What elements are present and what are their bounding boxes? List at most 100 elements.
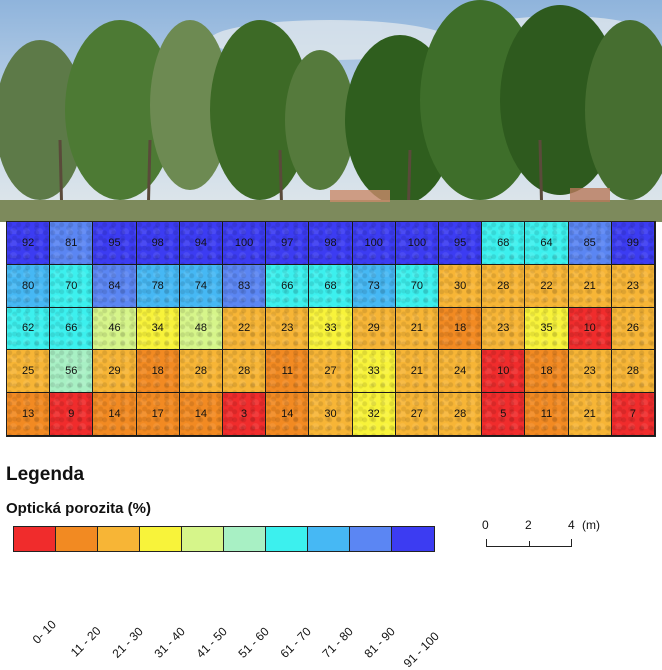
grid-cell: 21	[395, 307, 439, 351]
grid-cell: 25	[7, 350, 51, 394]
grid-cell: 100	[352, 222, 396, 265]
scale-tick-2: 2	[525, 518, 532, 532]
legend-swatch	[56, 527, 98, 551]
legend-swatch	[266, 527, 308, 551]
legend-swatch	[98, 527, 140, 551]
scale-mid-tick	[529, 541, 530, 547]
grid-cell: 32	[352, 393, 396, 436]
grid-cell: 14	[179, 393, 223, 436]
legend-range-label: 41 - 50	[193, 624, 230, 661]
grid-cell: 3	[223, 393, 267, 436]
grid-cell: 48	[179, 307, 223, 351]
grid-cell: 21	[395, 350, 439, 394]
grid-cell: 7	[611, 393, 655, 436]
grid-cell: 97	[266, 222, 310, 265]
legend-range-label: 61 - 70	[277, 624, 314, 661]
grid-cell: 10	[568, 307, 612, 351]
legend-swatch	[392, 527, 434, 551]
grid-cell: 99	[611, 222, 655, 265]
grid-cell: 34	[136, 307, 180, 351]
grid-cell: 95	[439, 222, 483, 265]
grid-cell: 73	[352, 264, 396, 308]
grid-cell: 26	[611, 307, 655, 351]
grid-cell: 23	[266, 307, 310, 351]
grid-cell: 28	[611, 350, 655, 394]
grid-cell: 33	[309, 307, 353, 351]
grid-cell: 28	[179, 350, 223, 394]
tree-canopy	[0, 0, 662, 205]
grid-cell: 98	[309, 222, 353, 265]
grid-cell: 84	[93, 264, 137, 308]
legend-swatch	[140, 527, 182, 551]
grid-cell: 30	[309, 393, 353, 436]
legend-subtitle: Optická porozita (%)	[6, 500, 152, 517]
grid-cell: 28	[439, 393, 483, 436]
legend-range-label: 71 - 80	[319, 624, 356, 661]
grid-cell: 80	[7, 264, 51, 308]
grid-cell: 21	[568, 264, 612, 308]
grid-cell: 24	[439, 350, 483, 394]
grid-cell: 30	[439, 264, 483, 308]
legend-range-label: 81 - 90	[361, 624, 398, 661]
grid-cell: 94	[179, 222, 223, 265]
grid-cell: 28	[482, 264, 526, 308]
grid-cell: 11	[525, 393, 569, 436]
scale-tick-0: 0	[482, 518, 489, 532]
grid-cell: 22	[223, 307, 267, 351]
scale-unit: (m)	[582, 518, 600, 532]
legend-range-label: 21 - 30	[109, 624, 146, 661]
legend-swatch	[308, 527, 350, 551]
grid-cell: 66	[266, 264, 310, 308]
grid-cell: 18	[439, 307, 483, 351]
grid-cell: 68	[482, 222, 526, 265]
grid-cell: 64	[525, 222, 569, 265]
grid-cell: 23	[482, 307, 526, 351]
grid-cell: 35	[525, 307, 569, 351]
scale-bar: 0 2 4 (m)	[482, 518, 600, 558]
grid-cell: 18	[136, 350, 180, 394]
legend-swatch	[350, 527, 392, 551]
grid-cell: 29	[352, 307, 396, 351]
grid-cell: 21	[568, 393, 612, 436]
grid-cell: 78	[136, 264, 180, 308]
grid-cell: 85	[568, 222, 612, 265]
grid-cell: 5	[482, 393, 526, 436]
grid-cell: 62	[7, 307, 51, 351]
grid-cell: 22	[525, 264, 569, 308]
grid-cell: 14	[266, 393, 310, 436]
grid-cell: 33	[352, 350, 396, 394]
grid-cell: 66	[50, 307, 94, 351]
grid-cell: 56	[50, 350, 94, 394]
grid-cell: 95	[93, 222, 137, 265]
grid-cell: 14	[93, 393, 137, 436]
grid-cell: 98	[136, 222, 180, 265]
grid-cell: 46	[93, 307, 137, 351]
grid-cell: 10	[482, 350, 526, 394]
grid-cell: 70	[50, 264, 94, 308]
grid-cell: 27	[395, 393, 439, 436]
grid-cell: 13	[7, 393, 51, 436]
grid-cell: 100	[395, 222, 439, 265]
legend-range-label: 0- 10	[29, 617, 59, 647]
scale-tick-4: 4	[568, 518, 575, 532]
grid-cell: 9	[50, 393, 94, 436]
legend-swatch	[14, 527, 56, 551]
legend-range-label: 91 - 100	[400, 629, 442, 670]
grid-cell: 27	[309, 350, 353, 394]
grid-cell: 23	[611, 264, 655, 308]
legend-color-bar	[13, 526, 435, 552]
grid-cell: 28	[223, 350, 267, 394]
grid-cell: 74	[179, 264, 223, 308]
grid-cell: 70	[395, 264, 439, 308]
grid-cell: 17	[136, 393, 180, 436]
legend-swatch	[182, 527, 224, 551]
porosity-grid: 92 81 95 98 94 100 97 98 100 100 95 68 64 85 99 80 70 84 7…	[6, 221, 656, 437]
legend-range-label: 11 - 20	[67, 623, 104, 660]
legend-range-label: 51 - 60	[235, 624, 272, 661]
tree-line-photo	[0, 0, 662, 222]
grid-cell: 29	[93, 350, 137, 394]
grid-cell: 100	[223, 222, 267, 265]
legend-title: Legenda	[6, 464, 85, 485]
grid-cell: 92	[7, 222, 51, 265]
grid-cell: 23	[568, 350, 612, 394]
